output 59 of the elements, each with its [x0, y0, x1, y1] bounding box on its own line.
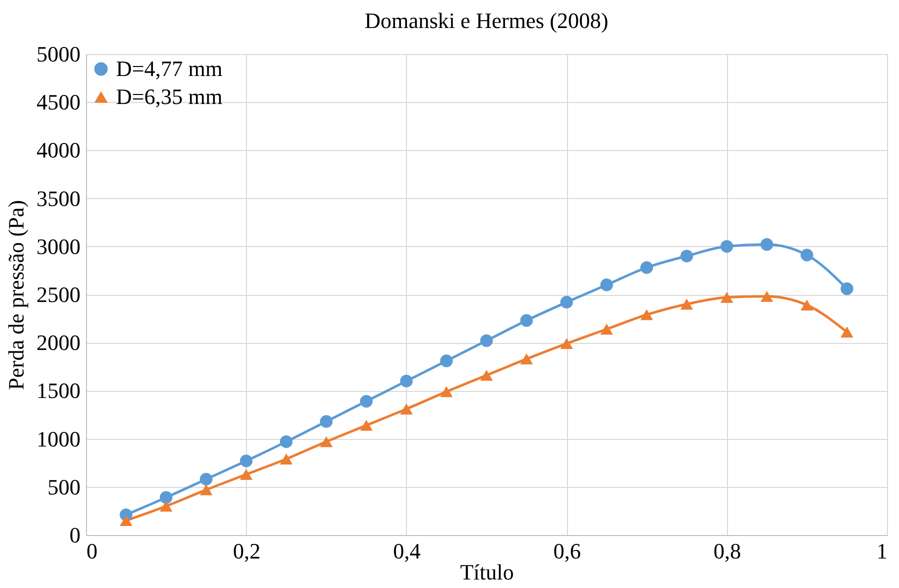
point — [400, 374, 413, 388]
point — [320, 415, 333, 428]
point — [760, 238, 774, 251]
point — [480, 370, 493, 381]
point — [360, 394, 373, 408]
point — [560, 338, 573, 350]
point — [600, 324, 613, 335]
y-tick-label: 2000 — [36, 330, 80, 356]
point — [640, 309, 654, 320]
point — [840, 326, 854, 338]
y-tick-label: 5000 — [36, 42, 80, 66]
point — [120, 515, 132, 526]
point — [720, 240, 734, 253]
legend-label: D=6,35 mm — [116, 84, 223, 109]
chart-title: Domanski e Hermes (2008) — [364, 8, 608, 33]
legend-label: D=4,77 mm — [116, 56, 223, 81]
point — [800, 248, 814, 262]
y-tick-label: 3500 — [36, 186, 80, 211]
point — [400, 404, 413, 414]
y-tick-label: 2500 — [36, 282, 80, 307]
y-tick-label: 4500 — [36, 90, 80, 115]
point — [600, 278, 613, 292]
point — [640, 261, 654, 274]
point — [240, 454, 253, 468]
y-axis-title: Perda de pressão (Pa) — [4, 200, 28, 390]
y-tick-label: 3000 — [36, 234, 80, 259]
x-axis-title: Título — [460, 560, 514, 584]
x-tick-label: 1 — [876, 538, 888, 564]
point — [440, 386, 453, 398]
point — [360, 420, 373, 431]
y-tick-label: 0 — [70, 522, 80, 548]
y-tick-label: 500 — [48, 474, 80, 500]
x-tick-label: 0 — [86, 538, 98, 564]
point — [800, 300, 814, 311]
point — [200, 484, 212, 496]
point — [200, 472, 212, 486]
y-tick-label: 1000 — [36, 426, 80, 452]
point — [680, 250, 694, 262]
point — [320, 436, 333, 448]
point — [440, 354, 453, 368]
x-tick-label: 0,6 — [553, 538, 581, 564]
point — [760, 290, 774, 302]
y-tick-label: 1500 — [36, 378, 80, 404]
point — [160, 491, 172, 504]
x-tick-label: 0,8 — [714, 538, 742, 564]
x-tick-label: 0,4 — [393, 538, 421, 564]
point — [840, 282, 854, 296]
point — [280, 454, 293, 464]
point — [480, 334, 493, 347]
point — [240, 468, 253, 480]
point — [160, 500, 172, 512]
point — [280, 435, 293, 448]
point — [520, 314, 533, 327]
point — [680, 298, 694, 310]
point — [520, 353, 533, 364]
x-tick-label: 0,2 — [232, 538, 260, 564]
point — [720, 292, 734, 303]
y-tick-label: 4000 — [36, 138, 80, 163]
point — [560, 296, 573, 309]
